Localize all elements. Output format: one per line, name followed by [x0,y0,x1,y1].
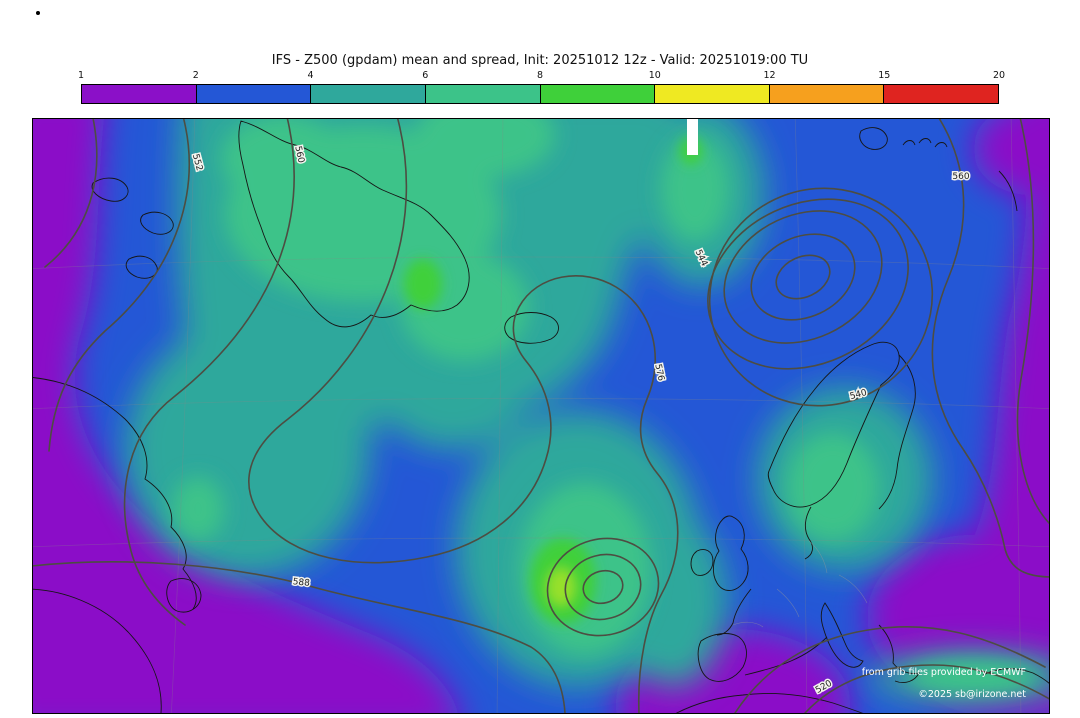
colorbar-tick: 2 [192,70,199,81]
contour-lines [33,119,1049,713]
colorbar-tick: 15 [878,70,891,81]
colorbar-tick: 12 [763,70,776,81]
coastlines [33,120,1049,713]
contour-label: 560 [292,145,305,164]
country-borders [732,540,868,628]
colorbar-segment [539,85,655,103]
map-panel: 552 560 544 560 540 576 588 520 from gri… [32,118,1050,714]
colorbar-segment [654,85,769,103]
colorbar-wrap: 1 2 4 6 8 10 12 15 20 [77,70,1005,104]
colorbar-tick: 1 [77,70,85,81]
colorbar-tick: 8 [536,70,544,81]
credits-line1: from grib files provided by ECMWF [861,667,1026,678]
colorbar-segment [195,85,311,103]
colorbar-segment [424,85,540,103]
contour-label: 588 [292,577,310,589]
credits-line2: ©2025 sb@irizone.net [918,689,1026,700]
colorbar-tick: 4 [307,70,314,81]
map-canvas: 552 560 544 560 540 576 588 520 [33,119,1049,713]
colorbar-segment [310,85,425,103]
colorbar-ticks: 1 2 4 6 8 10 12 15 20 [77,70,1005,82]
colorbar-tick: 6 [422,70,429,81]
colorbar-segment [883,85,998,103]
chart-title: IFS - Z500 (gpdam) mean and spread, Init… [271,53,809,68]
colorbar-tick: 20 [992,70,1006,81]
colorbar-segment [82,85,196,103]
colorbar [81,84,999,104]
colorbar-tick: 10 [648,70,661,81]
contour-label: 560 [952,172,969,182]
colorbar-segment [768,85,884,103]
stray-dot [36,11,40,15]
artifact-white-bar [687,119,698,155]
